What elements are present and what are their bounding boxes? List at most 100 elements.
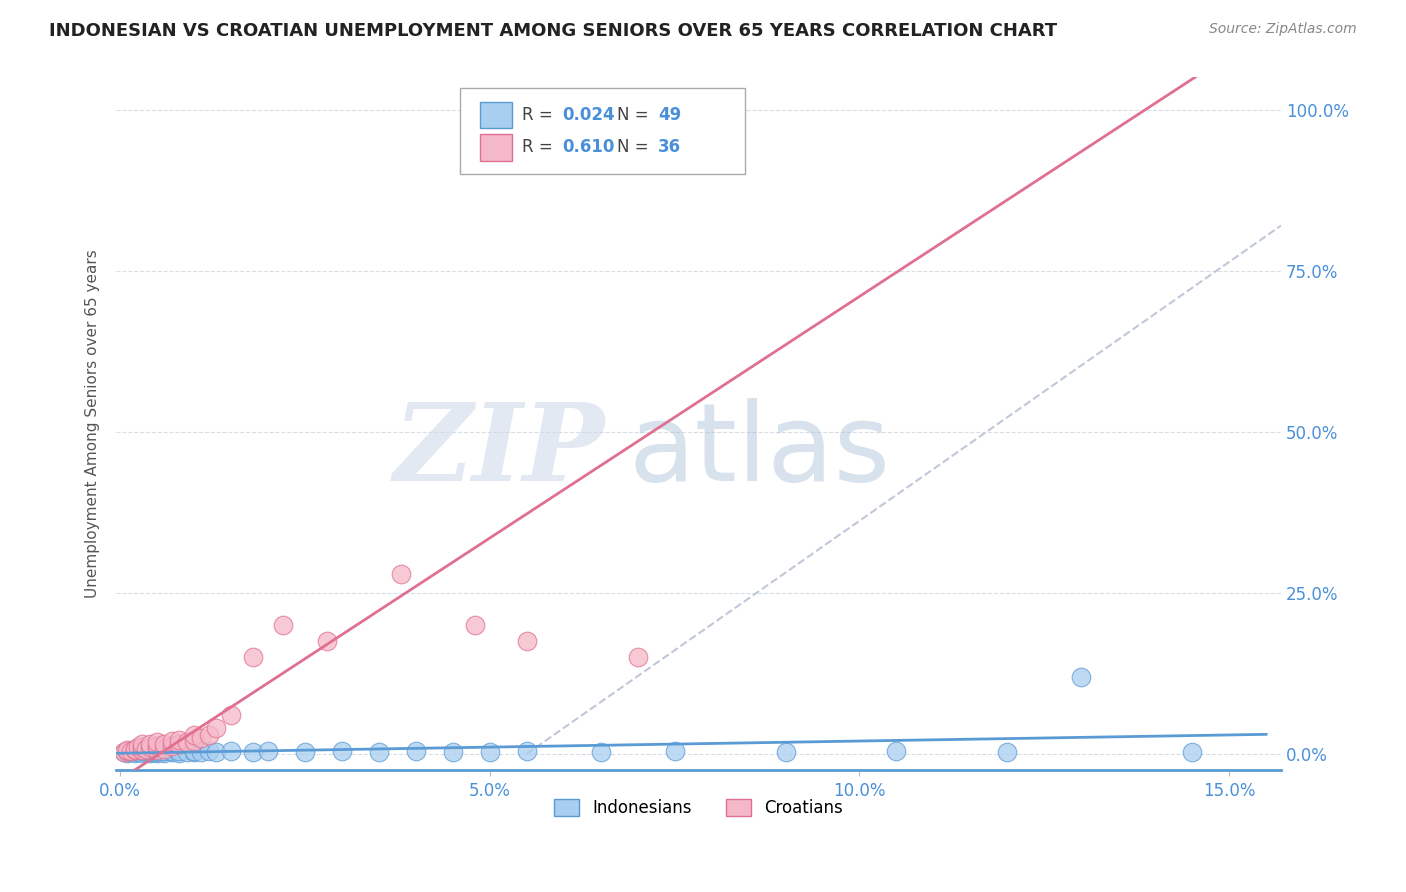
Point: [886, 744, 908, 758]
Point: [219, 708, 242, 723]
Point: [995, 745, 1018, 759]
Point: [190, 745, 212, 759]
Text: R =: R =: [522, 138, 558, 156]
Y-axis label: Unemployment Among Seniors over 65 years: Unemployment Among Seniors over 65 years: [86, 250, 100, 599]
Point: [176, 735, 198, 749]
Point: [205, 745, 228, 759]
Text: 49: 49: [658, 106, 681, 124]
Point: [271, 618, 294, 632]
Point: [219, 744, 242, 758]
Point: [516, 634, 538, 648]
Point: [131, 740, 153, 755]
Point: [117, 746, 139, 760]
Point: [146, 743, 169, 757]
Text: Source: ZipAtlas.com: Source: ZipAtlas.com: [1209, 22, 1357, 37]
Text: 0.610: 0.610: [562, 138, 614, 156]
Point: [146, 743, 169, 757]
Point: [183, 745, 205, 759]
Point: [131, 737, 153, 751]
Point: [464, 618, 486, 632]
Point: [1181, 745, 1204, 759]
Text: N =: N =: [617, 106, 654, 124]
Point: [153, 744, 176, 758]
Point: [626, 135, 648, 149]
Point: [112, 745, 135, 759]
Text: N =: N =: [617, 138, 654, 156]
Point: [138, 737, 160, 751]
Point: [135, 745, 157, 759]
Point: [127, 745, 149, 759]
Point: [664, 744, 686, 758]
Point: [1070, 670, 1092, 684]
Point: [124, 744, 146, 758]
Point: [135, 741, 157, 756]
FancyBboxPatch shape: [479, 102, 512, 128]
Point: [257, 744, 280, 758]
Point: [124, 741, 146, 756]
Point: [626, 650, 648, 665]
Point: [516, 744, 538, 758]
Point: [176, 745, 198, 759]
Point: [205, 721, 228, 735]
Point: [153, 737, 176, 751]
Point: [389, 566, 412, 581]
Point: [127, 740, 149, 755]
Point: [183, 728, 205, 742]
Point: [160, 734, 183, 748]
Point: [146, 746, 169, 760]
Point: [138, 745, 160, 759]
Point: [146, 744, 169, 758]
Text: atlas: atlas: [628, 399, 891, 504]
Point: [124, 746, 146, 760]
Point: [153, 741, 176, 756]
Text: ZIP: ZIP: [394, 399, 606, 504]
Point: [242, 650, 264, 665]
Point: [167, 744, 190, 758]
Point: [131, 746, 153, 760]
Point: [117, 744, 139, 758]
Legend: Indonesians, Croatians: Indonesians, Croatians: [548, 792, 849, 824]
Text: 36: 36: [658, 138, 681, 156]
Point: [117, 743, 139, 757]
Point: [775, 745, 797, 759]
Point: [167, 732, 190, 747]
Point: [183, 744, 205, 758]
Point: [138, 746, 160, 760]
Point: [146, 745, 169, 759]
Point: [160, 745, 183, 759]
Point: [131, 743, 153, 757]
Point: [589, 745, 612, 759]
Point: [120, 745, 142, 759]
Text: INDONESIAN VS CROATIAN UNEMPLOYMENT AMONG SENIORS OVER 65 YEARS CORRELATION CHAR: INDONESIAN VS CROATIAN UNEMPLOYMENT AMON…: [49, 22, 1057, 40]
Point: [330, 744, 353, 758]
Point: [117, 744, 139, 758]
Point: [131, 744, 153, 758]
Point: [405, 744, 427, 758]
Point: [294, 745, 316, 759]
Point: [138, 740, 160, 755]
Point: [146, 739, 169, 754]
Point: [153, 746, 176, 760]
Point: [160, 739, 183, 754]
Point: [197, 744, 219, 758]
Point: [367, 745, 389, 759]
Text: R =: R =: [522, 106, 558, 124]
Point: [242, 745, 264, 759]
Point: [478, 745, 501, 759]
Point: [112, 745, 135, 759]
FancyBboxPatch shape: [460, 87, 745, 175]
Point: [183, 734, 205, 748]
Point: [190, 731, 212, 745]
Point: [142, 745, 165, 759]
Point: [138, 744, 160, 758]
Text: 0.024: 0.024: [562, 106, 614, 124]
Point: [153, 744, 176, 758]
Point: [167, 746, 190, 760]
Point: [131, 743, 153, 757]
Point: [160, 744, 183, 758]
Point: [120, 744, 142, 758]
Point: [316, 634, 339, 648]
Point: [167, 737, 190, 751]
FancyBboxPatch shape: [479, 134, 512, 161]
Point: [441, 745, 464, 759]
